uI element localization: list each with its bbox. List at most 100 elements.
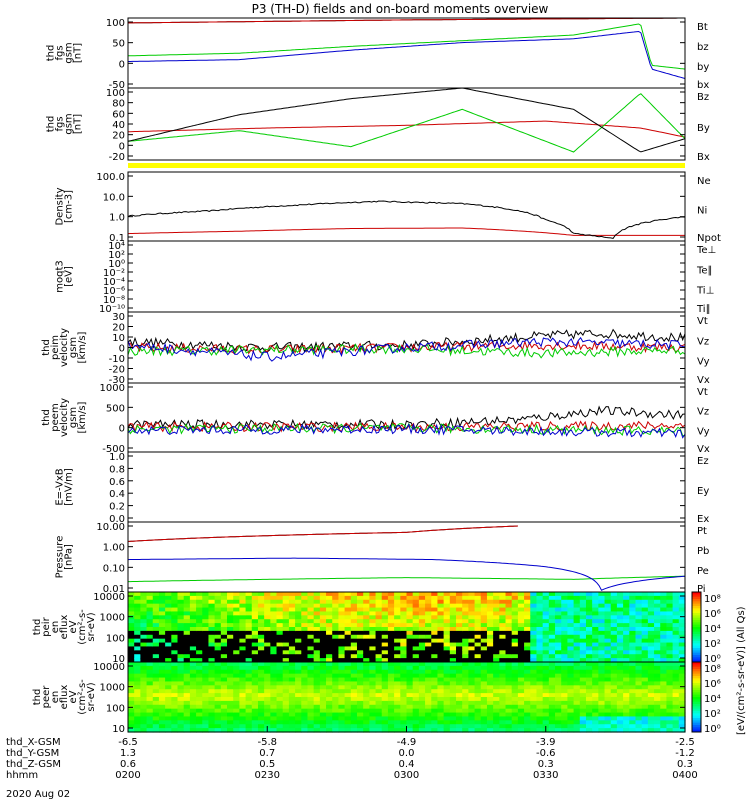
heatmap-cell [486,607,494,613]
heatmap-cell [524,638,531,644]
heatmap-cell [548,716,556,721]
heatmap-cell [678,712,686,718]
heatmap-cell [610,599,618,605]
heatmap-cell [146,611,154,616]
heatmap-cell [480,607,488,613]
heatmap-cell [567,720,575,725]
heatmap-cell [369,646,377,651]
heatmap-cell [406,700,414,706]
heatmap-cell [672,681,680,686]
heatmap-cell [326,642,333,648]
heatmap-cell [214,658,222,663]
heatmap-cell [313,693,321,698]
heatmap-cell [629,615,637,620]
heatmap-cell [375,592,383,597]
heatmap-cell [400,611,408,616]
heatmap-cell [536,677,544,683]
heatmap-cell [542,708,550,714]
heatmap-cell [524,611,531,616]
heatmap-cell [171,677,179,683]
heatmap-cell [165,607,172,613]
footer-value: 0300 [394,770,419,781]
heatmap-cell [375,611,383,616]
heatmap-cell [245,619,253,624]
heatmap-cell [623,607,630,613]
heatmap-cell [592,650,599,655]
heatmap-cell [338,697,346,702]
heatmap-cell [468,592,476,597]
heatmap-cell [654,728,661,733]
heatmap-cell [672,697,680,702]
heatmap-cell [158,677,166,683]
heatmap-cell [647,607,655,613]
heatmap-cell [344,627,352,632]
heatmap-cell [678,728,686,733]
heatmap-cell [140,669,148,675]
heatmap-cell [468,595,476,601]
y-tick-label: 0.10 [103,563,125,574]
heatmap-cell [214,627,222,632]
heatmap-cell [678,599,686,605]
heatmap-cell [183,611,191,616]
heatmap-cell [338,689,346,694]
heatmap-cell [592,685,599,690]
heatmap-cell [480,685,488,690]
chart-title: P3 (TH-D) fields and on-board moments ov… [252,2,549,16]
heatmap-cell [214,673,222,679]
heatmap-cell [350,720,358,725]
heatmap-cell [536,599,544,605]
heatmap-cell [128,627,135,632]
heatmap-cell [511,728,519,733]
y-tick-label: 0.8 [109,464,125,475]
heatmap-cell [406,592,414,597]
heatmap-cell [666,681,674,686]
heatmap-cell [239,662,247,667]
heatmap-cell [431,697,439,702]
heatmap-cell [140,611,148,616]
heatmap-cell [319,712,327,718]
heatmap-cell [165,592,172,597]
heatmap-cell [585,681,593,686]
heatmap-cell [257,615,265,620]
heatmap-cell [202,677,210,683]
heatmap-cell [474,650,482,655]
legend-Ez: Ez [697,456,709,467]
heatmap-cell [146,650,154,655]
heatmap-cell [356,592,364,597]
heatmap-cell [381,677,389,683]
heatmap-cell [134,665,141,671]
heatmap-cell [604,662,612,667]
heatmap-cell [146,646,154,651]
heatmap-cell [486,720,494,725]
heatmap-cell [524,654,531,659]
heatmap-cell [375,615,383,620]
heatmap-cell [604,611,612,616]
heatmap-cell [462,654,469,659]
heatmap-cell [202,627,210,632]
heatmap-cell [270,603,278,609]
heatmap-cell [511,704,519,710]
heatmap-cell [189,689,197,694]
heatmap-cell [288,603,296,609]
heatmap-cell [227,638,234,644]
heatmap-cell [196,728,203,733]
heatmap-cell [158,662,166,667]
heatmap-cell [542,646,550,651]
colorbar-tick-label: 10⁰ [704,724,721,735]
heatmap-cell [468,607,476,613]
legend-Ex: Ex [697,514,709,525]
heatmap-cell [647,665,655,671]
heatmap-cell [480,642,488,648]
heatmap-cell [177,693,185,698]
heatmap-cell [499,615,507,620]
heatmap-cell [363,646,370,651]
heatmap-cell [604,638,612,644]
heatmap-cell [573,724,581,729]
y-axis-label-line: [nT] [73,43,84,63]
footer-row-label: thd_X-GSM [6,737,61,748]
heatmap-cell [264,700,271,706]
heatmap-cell [400,592,408,597]
colorbar-band [692,687,701,691]
heatmap-cell [338,681,346,686]
